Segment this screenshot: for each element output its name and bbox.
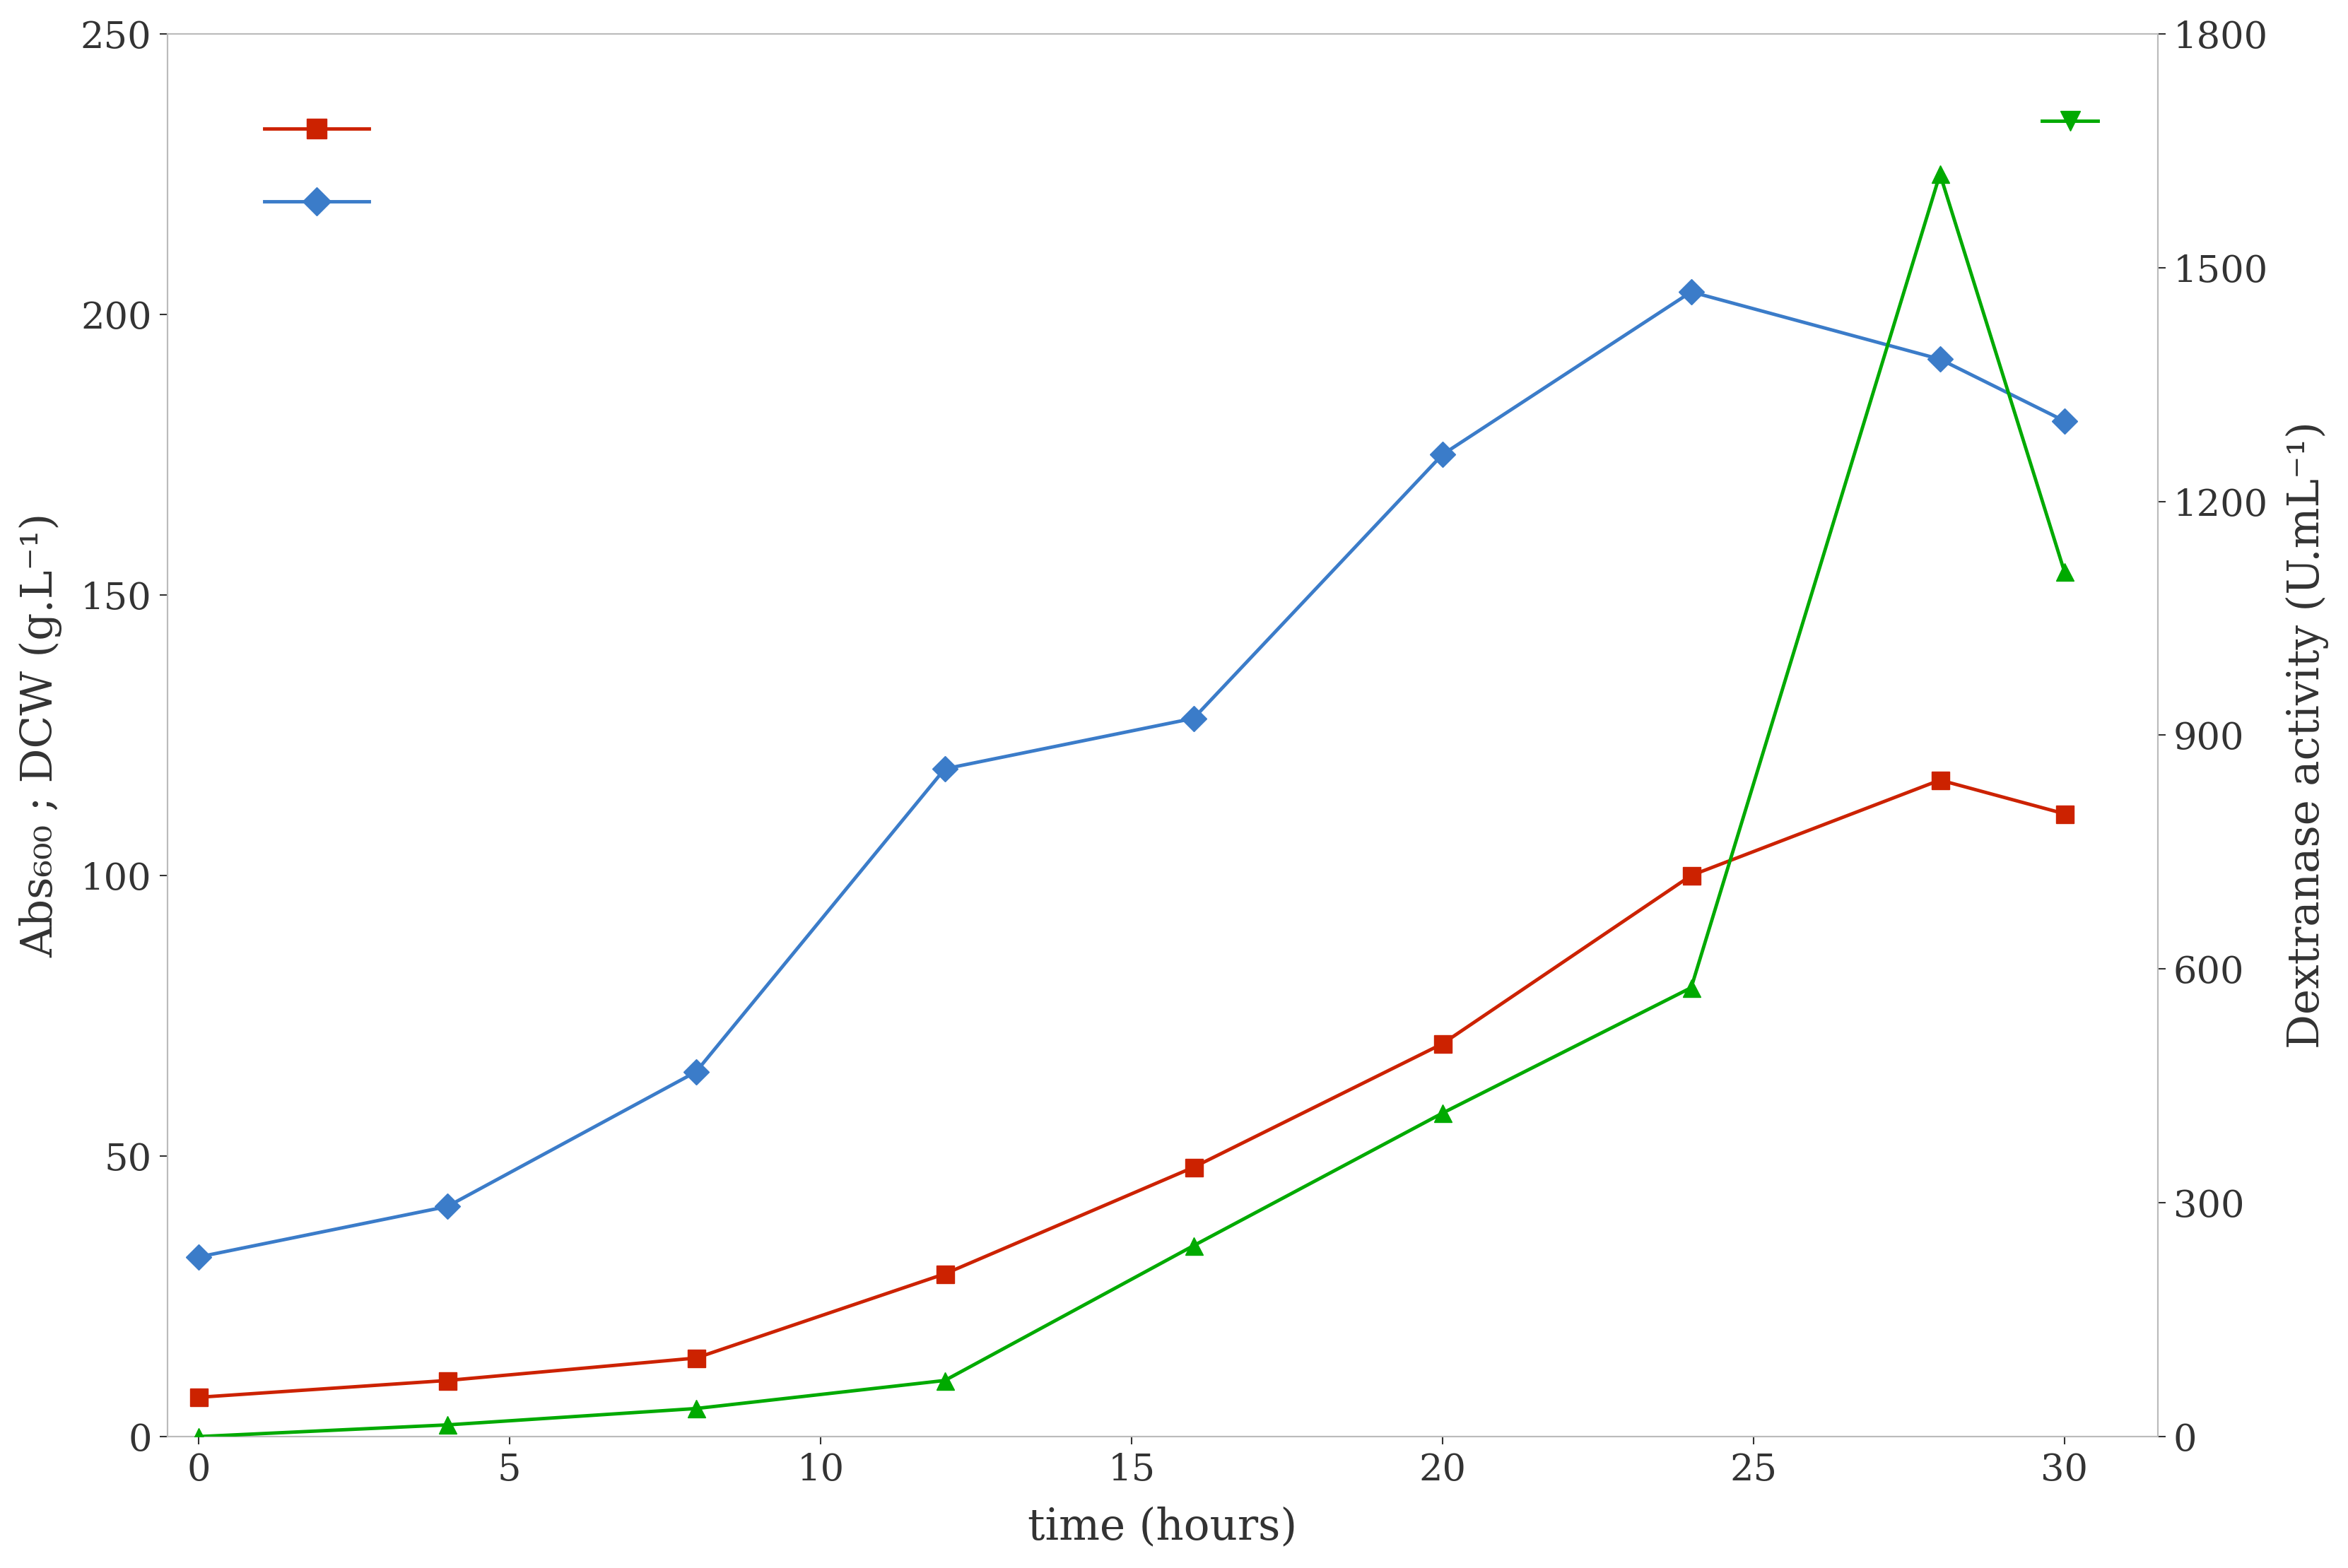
Legend: , : , — [247, 94, 399, 241]
Y-axis label: Abs₆₀₀ ; DCW (g.L⁻¹): Abs₆₀₀ ; DCW (g.L⁻¹) — [19, 513, 63, 958]
Legend:  — [2031, 94, 2139, 154]
X-axis label: time (hours): time (hours) — [1028, 1505, 1296, 1548]
Y-axis label: Dextranase activity (U.mL⁻¹): Dextranase activity (U.mL⁻¹) — [2285, 422, 2329, 1049]
